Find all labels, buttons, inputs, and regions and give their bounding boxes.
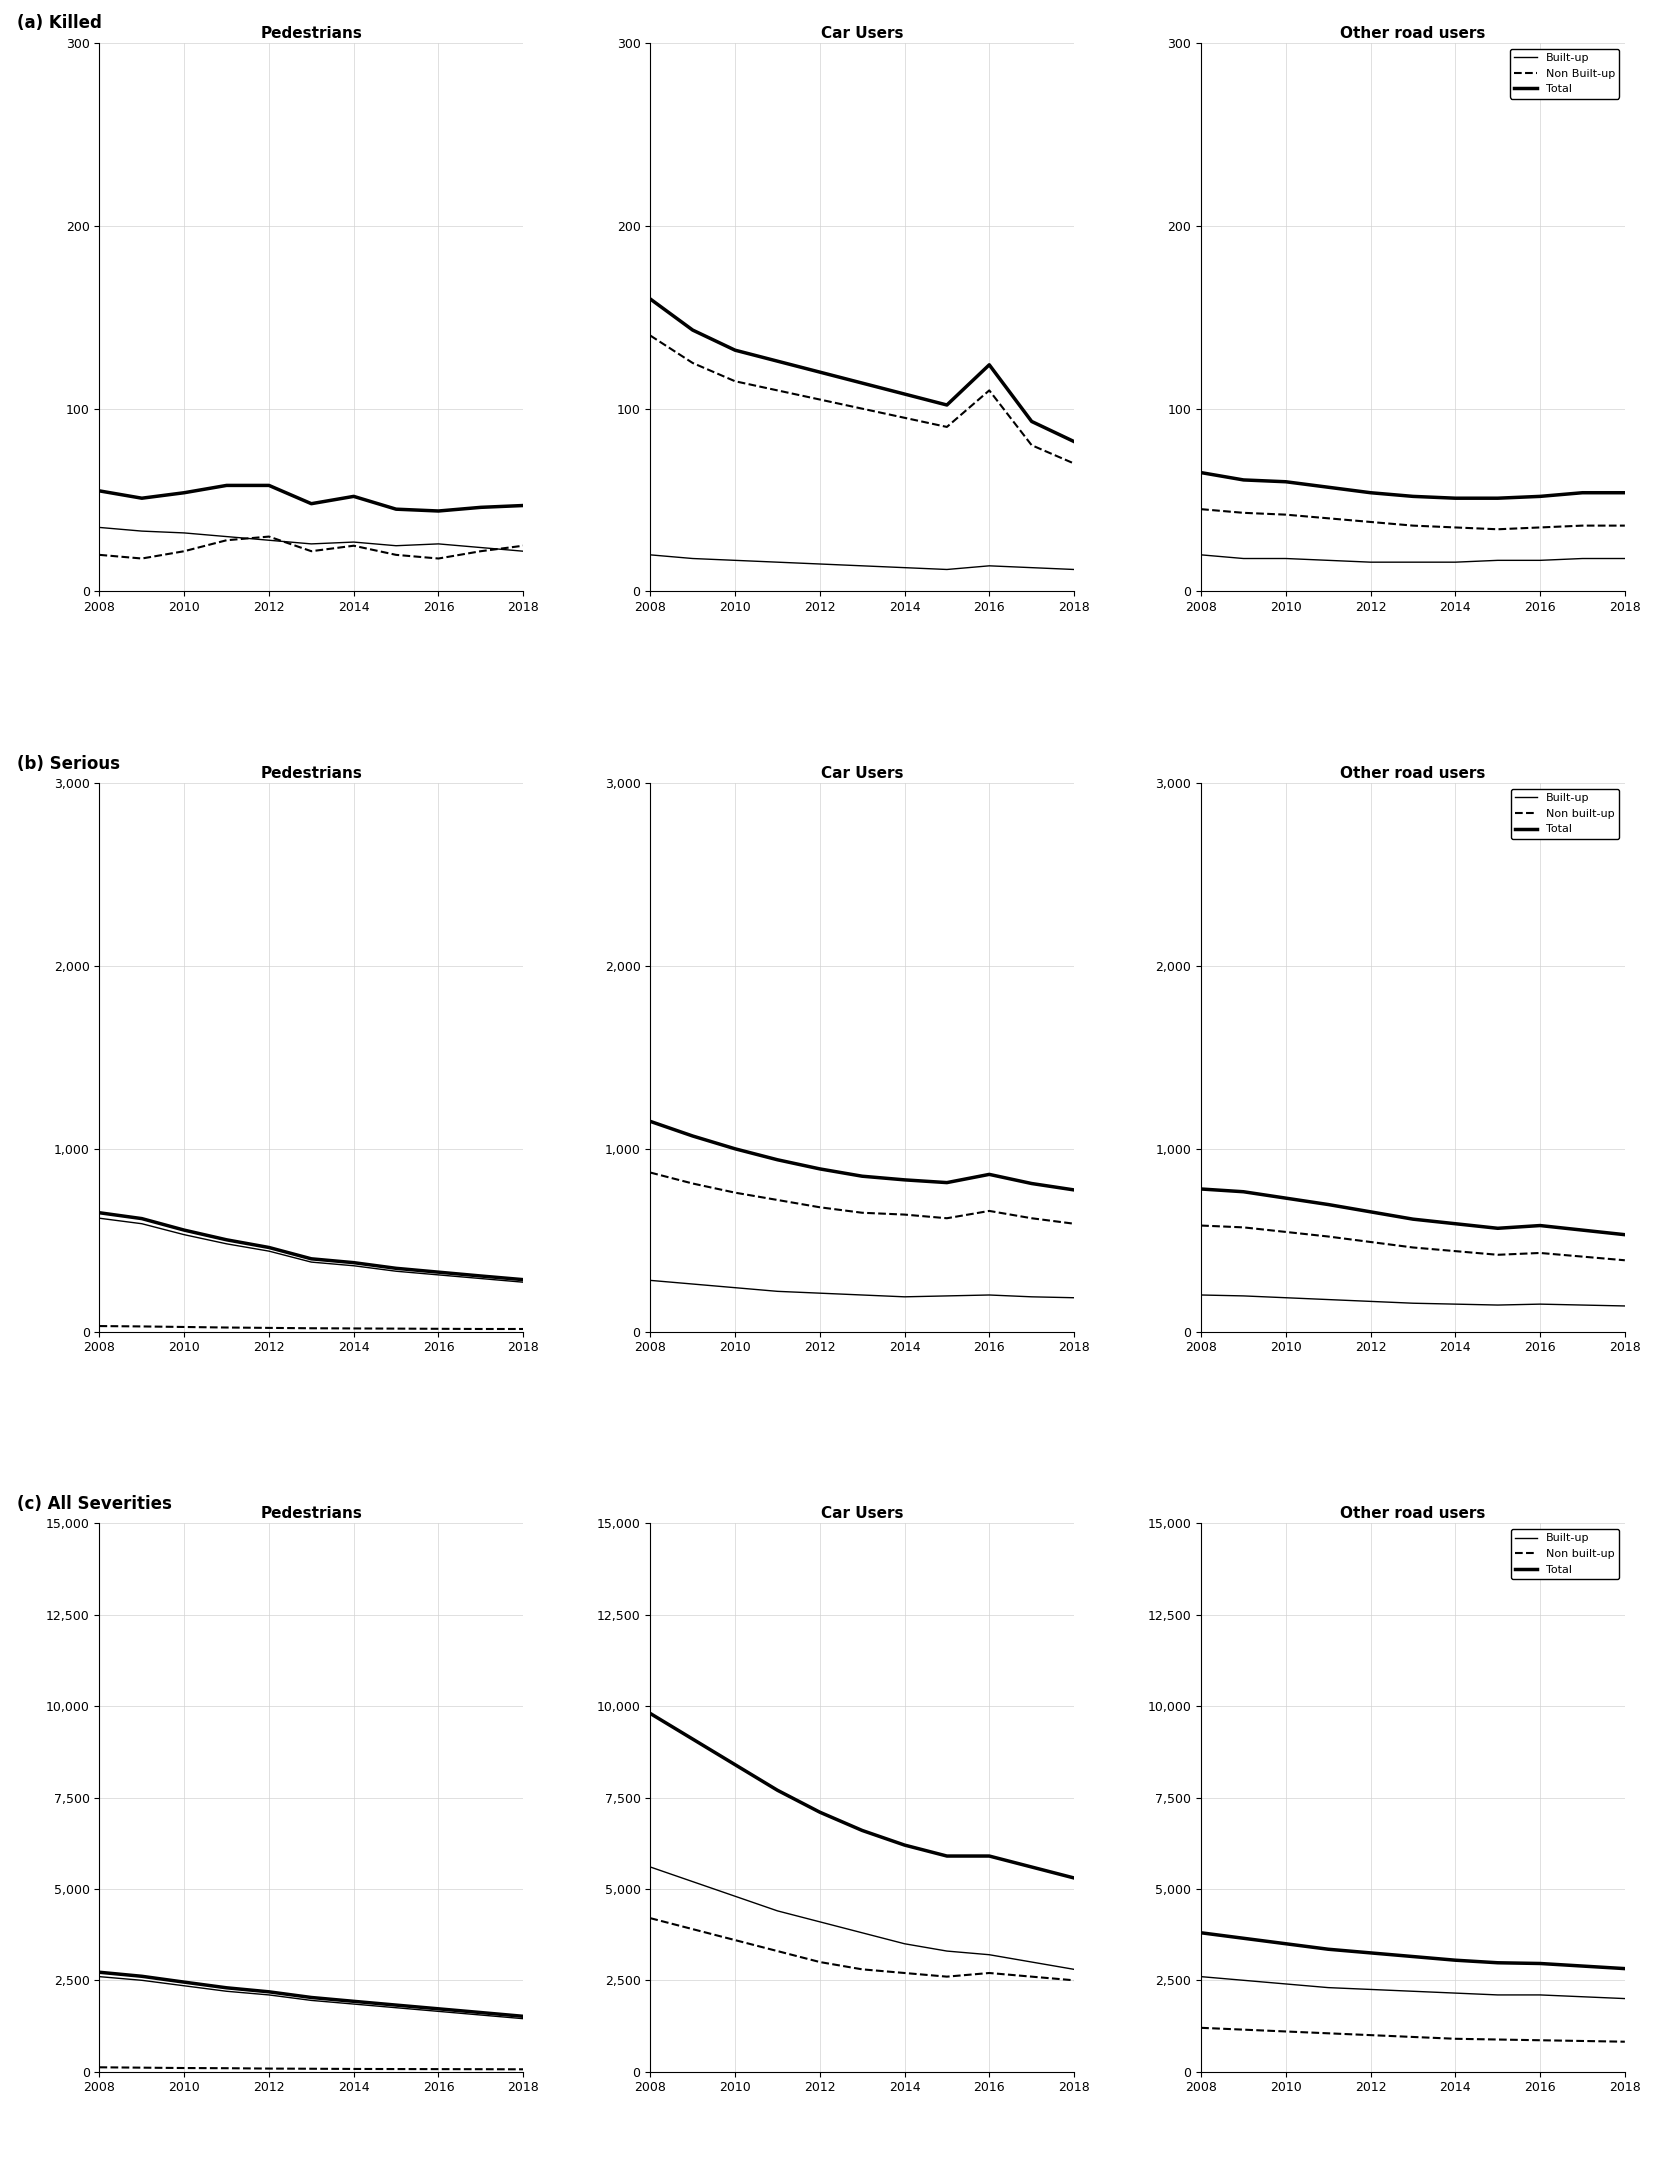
Text: (b) Serious: (b) Serious xyxy=(17,755,119,773)
Legend: Built-up, Non built-up, Total: Built-up, Non built-up, Total xyxy=(1510,1530,1619,1580)
Title: Other road users: Other road users xyxy=(1339,1506,1485,1521)
Title: Pedestrians: Pedestrians xyxy=(260,1506,363,1521)
Title: Car Users: Car Users xyxy=(820,1506,903,1521)
Title: Pedestrians: Pedestrians xyxy=(260,26,363,41)
Legend: Built-up, Non Built-up, Total: Built-up, Non Built-up, Total xyxy=(1510,50,1619,99)
Title: Other road users: Other road users xyxy=(1339,766,1485,781)
Title: Other road users: Other road users xyxy=(1339,26,1485,41)
Text: (a) Killed: (a) Killed xyxy=(17,15,101,32)
Title: Car Users: Car Users xyxy=(820,26,903,41)
Text: (c) All Severities: (c) All Severities xyxy=(17,1495,171,1513)
Title: Pedestrians: Pedestrians xyxy=(260,766,363,781)
Legend: Built-up, Non built-up, Total: Built-up, Non built-up, Total xyxy=(1510,790,1619,839)
Title: Car Users: Car Users xyxy=(820,766,903,781)
